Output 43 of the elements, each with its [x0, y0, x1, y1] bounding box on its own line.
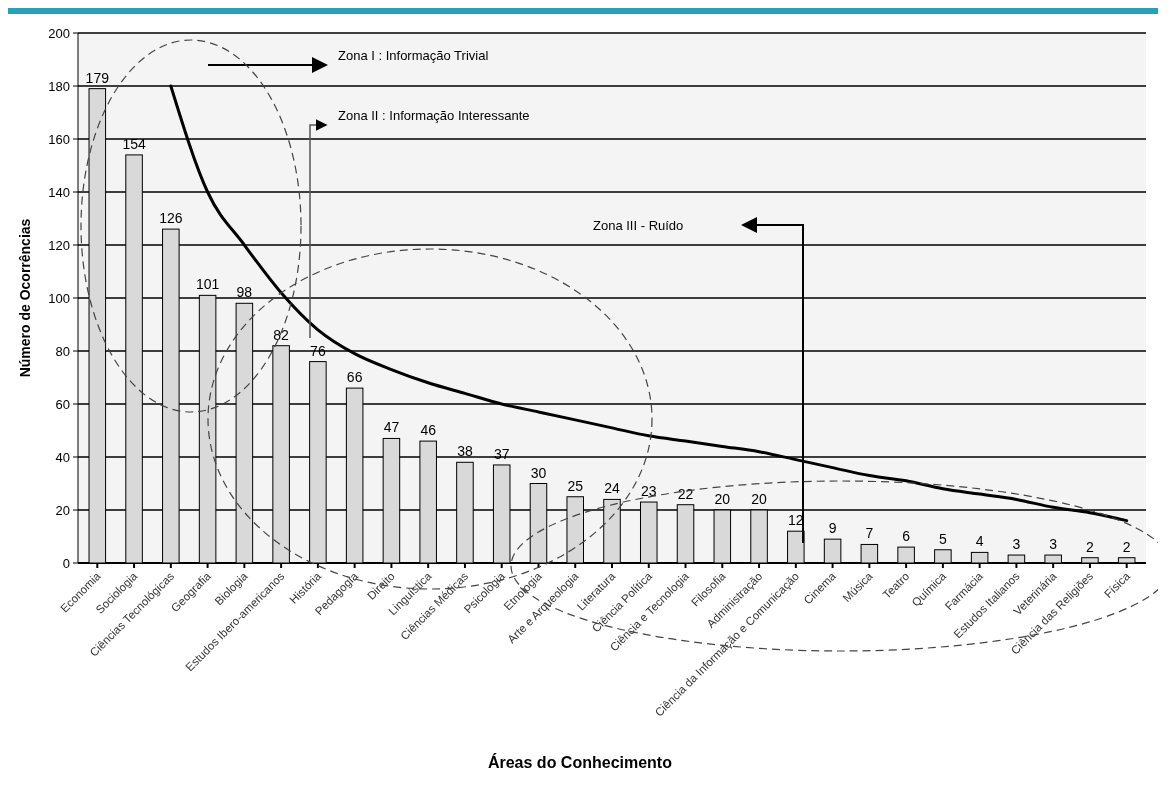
data-label: 23	[640, 483, 657, 500]
data-label: 5	[938, 530, 947, 547]
data-label: 24	[604, 480, 620, 497]
data-label: 179	[85, 69, 110, 86]
data-label: 20	[714, 491, 731, 507]
data-label: 38	[457, 443, 473, 460]
data-label: 2	[1086, 538, 1095, 555]
data-label: 2	[1122, 538, 1131, 555]
annotation: Zona I : Informação Trivial	[338, 48, 489, 63]
y-tick-label: 160	[48, 131, 70, 147]
annotation: Zona II : Informação Interessante	[338, 108, 530, 123]
data-label: 3	[1012, 536, 1021, 553]
y-tick-label: 20	[55, 502, 70, 518]
x-axis-title: Áreas do Conhecimento	[487, 753, 673, 771]
y-tick-label: 140	[48, 184, 70, 200]
data-label: 126	[159, 210, 183, 227]
data-label: 20	[751, 491, 768, 507]
data-label: 46	[420, 422, 437, 439]
data-label: 101	[195, 276, 220, 293]
data-label: 4	[975, 533, 984, 550]
y-tick-label: 0	[62, 555, 70, 571]
data-label: 22	[677, 485, 694, 502]
y-tick-label: 120	[48, 237, 70, 253]
y-tick-label: 40	[55, 449, 70, 465]
annotation: Zona III - Ruído	[593, 218, 684, 233]
y-tick-label: 80	[55, 343, 70, 359]
data-label: 7	[865, 525, 874, 542]
data-label: 25	[567, 477, 584, 494]
data-label: 154	[122, 135, 146, 152]
data-label: 9	[828, 520, 837, 537]
data-label: 47	[383, 419, 400, 436]
data-label: 82	[273, 326, 290, 343]
data-label: 98	[236, 284, 253, 301]
data-label: 3	[1049, 536, 1058, 553]
data-label: 66	[346, 369, 363, 386]
y-tick-label: 200	[48, 25, 70, 41]
y-tick-label: 60	[55, 396, 70, 412]
y-tick-label: 100	[48, 290, 70, 306]
data-label: 6	[902, 528, 911, 545]
data-label: 12	[788, 512, 804, 529]
y-tick-label: 180	[48, 78, 70, 94]
y-axis-title: Número de Ocorrências	[17, 218, 33, 378]
data-label: 30	[530, 464, 547, 481]
